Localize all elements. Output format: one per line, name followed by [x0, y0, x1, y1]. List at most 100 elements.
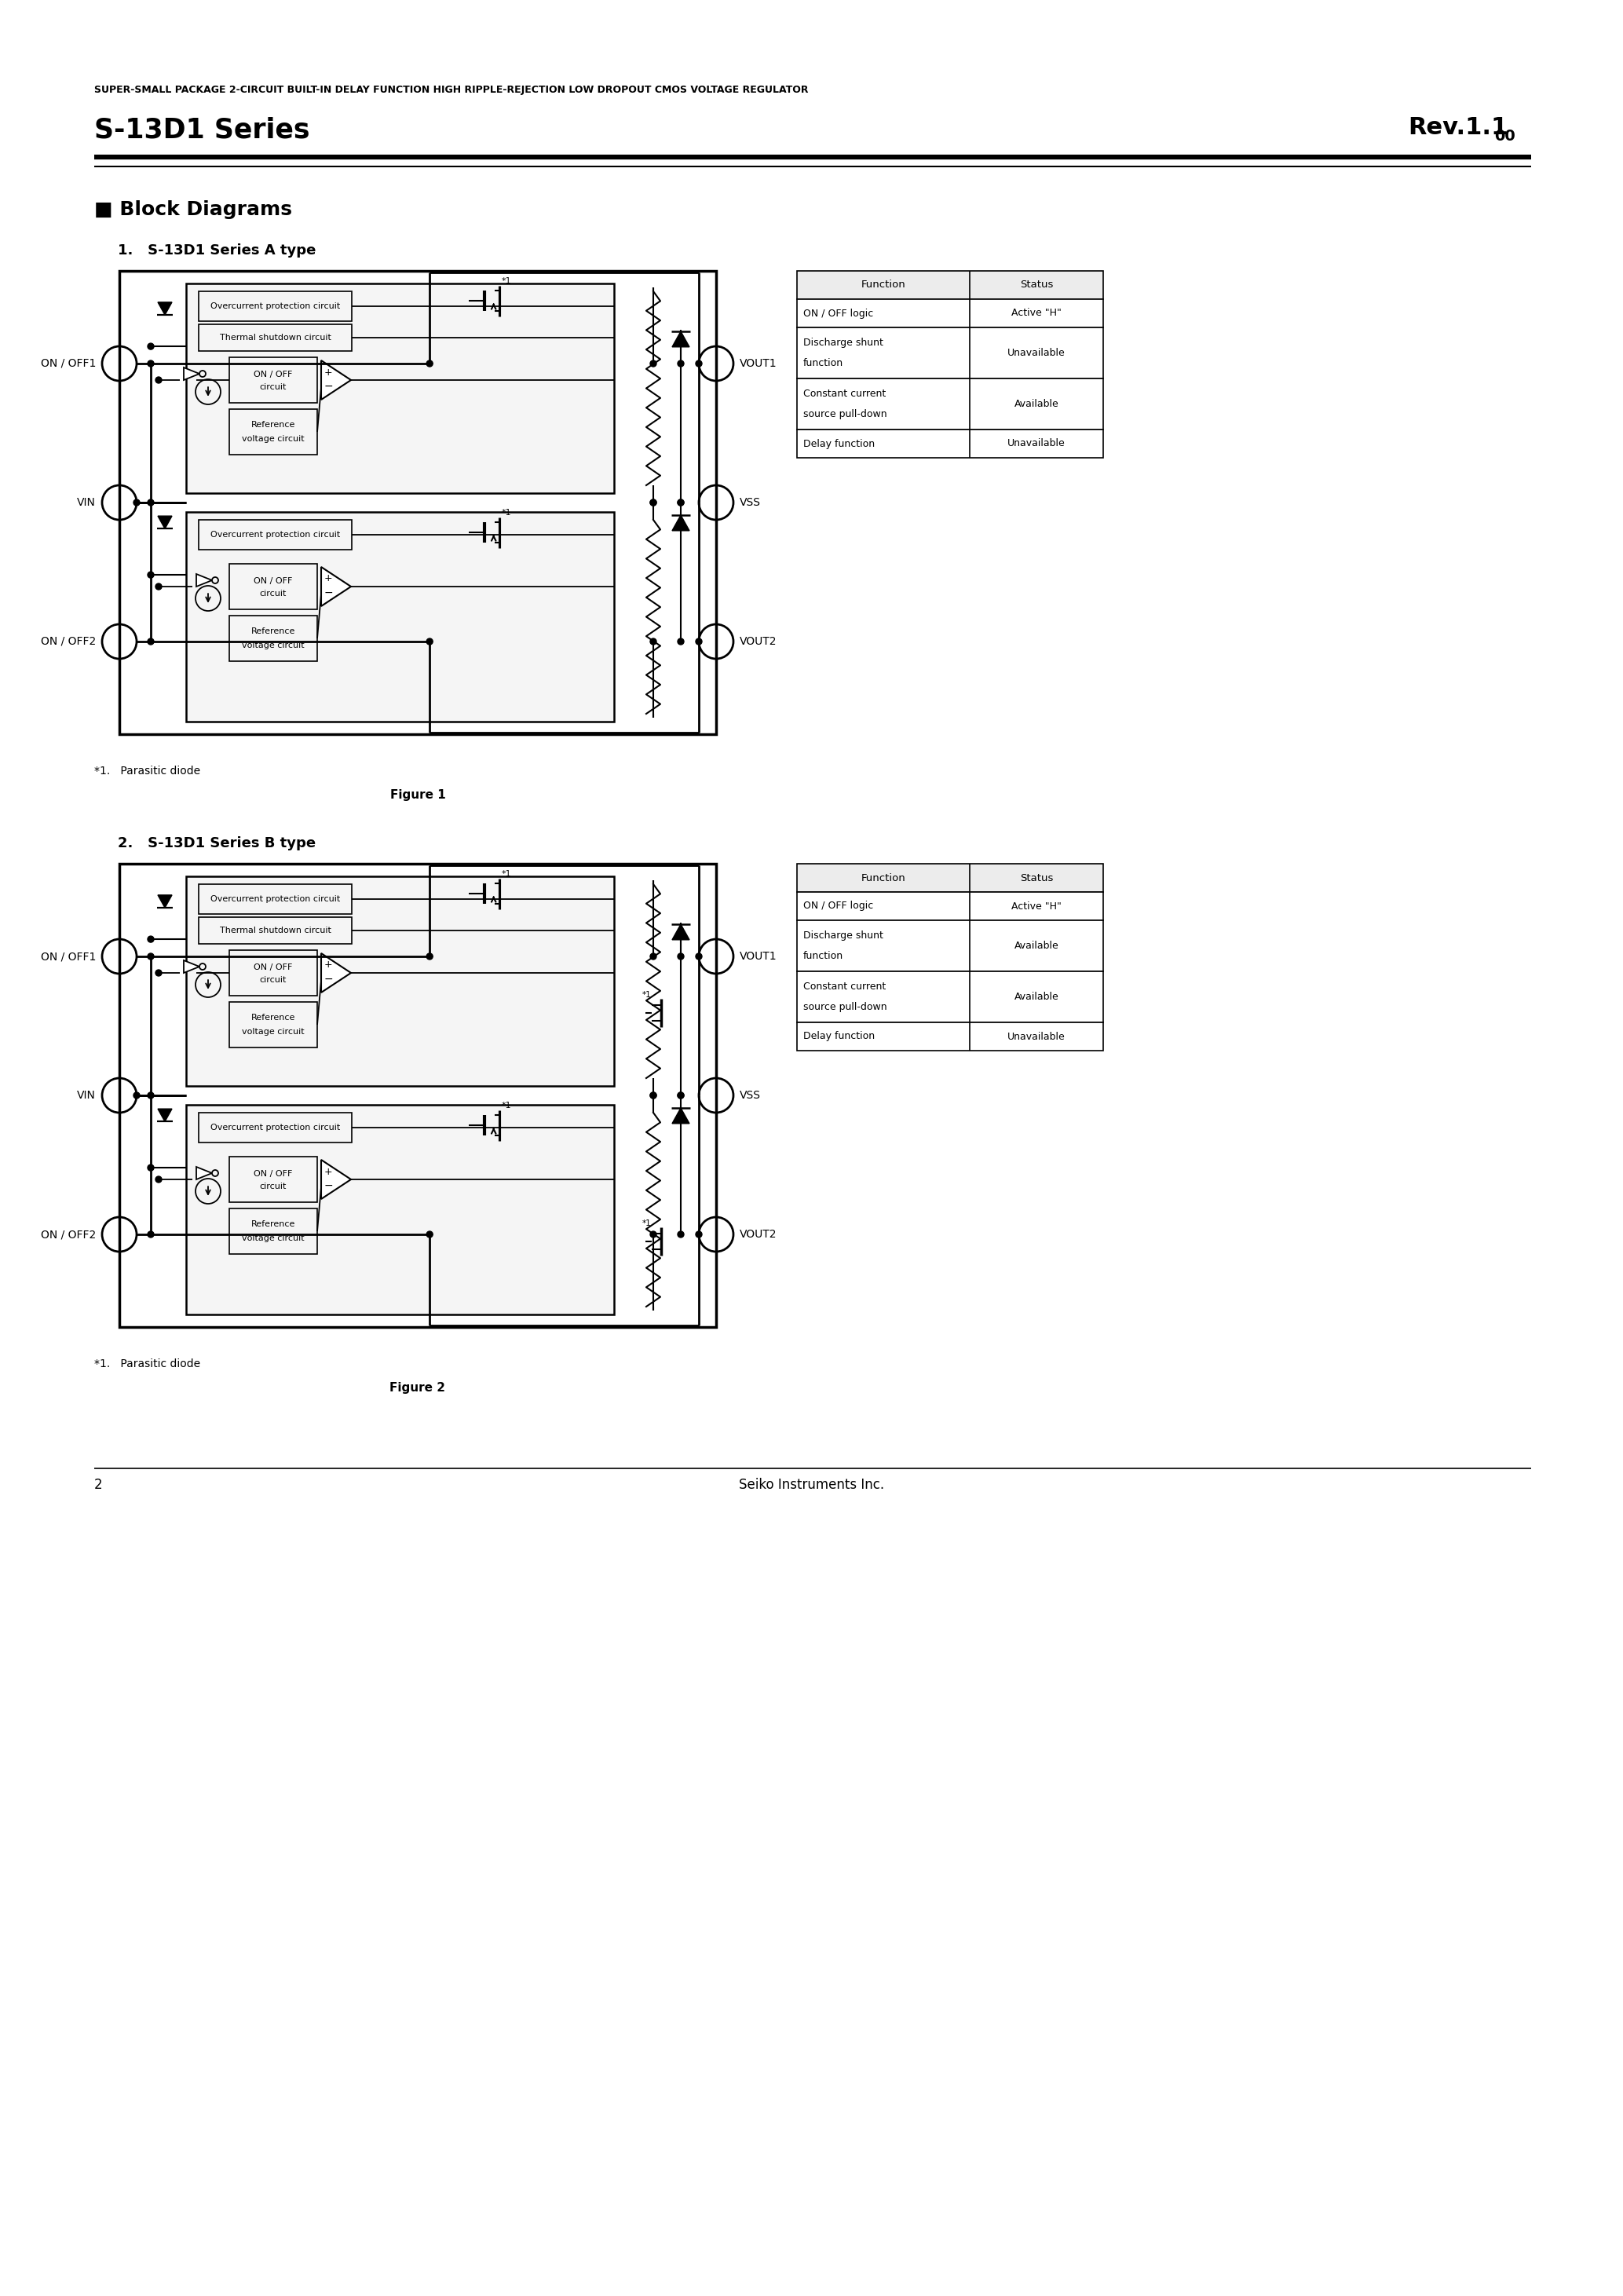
- Circle shape: [156, 1176, 162, 1182]
- Text: voltage circuit: voltage circuit: [242, 1029, 305, 1035]
- Circle shape: [678, 501, 683, 505]
- Text: Rev.1.1: Rev.1.1: [1407, 117, 1508, 140]
- Text: Active "H": Active "H": [1011, 900, 1061, 912]
- Circle shape: [133, 501, 140, 505]
- Text: Unavailable: Unavailable: [1008, 349, 1065, 358]
- Circle shape: [696, 1231, 703, 1238]
- Circle shape: [696, 638, 703, 645]
- Text: Overcurrent protection circuit: Overcurrent protection circuit: [211, 895, 341, 902]
- Text: ON / OFF1: ON / OFF1: [41, 358, 96, 370]
- Text: voltage circuit: voltage circuit: [242, 641, 305, 650]
- Polygon shape: [672, 925, 690, 939]
- Text: source pull-down: source pull-down: [803, 409, 888, 420]
- Polygon shape: [672, 331, 690, 347]
- Text: ON / OFF logic: ON / OFF logic: [803, 900, 873, 912]
- Circle shape: [148, 342, 154, 349]
- Text: Discharge shunt: Discharge shunt: [803, 930, 883, 941]
- Circle shape: [148, 937, 154, 941]
- Bar: [229, 1001, 316, 1047]
- Circle shape: [148, 501, 154, 505]
- Polygon shape: [321, 953, 351, 992]
- Text: Unavailable: Unavailable: [1008, 439, 1065, 448]
- Circle shape: [651, 501, 656, 505]
- Bar: [229, 1157, 316, 1203]
- Text: circuit: circuit: [260, 1182, 287, 1189]
- Circle shape: [678, 1093, 683, 1097]
- Circle shape: [696, 360, 703, 367]
- Bar: [797, 1022, 1104, 1052]
- Circle shape: [678, 953, 683, 960]
- Bar: [187, 877, 613, 1086]
- Text: Available: Available: [1014, 941, 1058, 951]
- Polygon shape: [321, 1159, 351, 1199]
- Text: Reference: Reference: [252, 627, 295, 636]
- Text: Reference: Reference: [252, 1015, 295, 1022]
- Text: −: −: [325, 381, 333, 390]
- Circle shape: [651, 360, 656, 367]
- Text: SUPER-SMALL PACKAGE 2-CIRCUIT BUILT-IN DELAY FUNCTION HIGH RIPPLE-REJECTION LOW : SUPER-SMALL PACKAGE 2-CIRCUIT BUILT-IN D…: [94, 85, 808, 94]
- Bar: [797, 921, 1104, 971]
- Circle shape: [133, 1093, 140, 1097]
- Circle shape: [148, 1231, 154, 1238]
- Circle shape: [678, 1093, 683, 1097]
- Text: Status: Status: [1019, 872, 1053, 884]
- Text: VIN: VIN: [76, 1091, 96, 1100]
- Text: Reference: Reference: [252, 1221, 295, 1228]
- Circle shape: [427, 953, 433, 960]
- Text: ON / OFF: ON / OFF: [253, 964, 292, 971]
- Bar: [229, 409, 316, 455]
- Circle shape: [678, 1231, 683, 1238]
- Text: *1: *1: [502, 1102, 511, 1109]
- Text: ON / OFF2: ON / OFF2: [41, 1228, 96, 1240]
- Circle shape: [156, 969, 162, 976]
- Text: function: function: [803, 951, 844, 962]
- Text: ON / OFF: ON / OFF: [253, 576, 292, 585]
- Text: 2.   S-13D1 Series B type: 2. S-13D1 Series B type: [118, 836, 316, 850]
- Circle shape: [651, 501, 656, 505]
- Text: Available: Available: [1014, 992, 1058, 1001]
- Text: Available: Available: [1014, 400, 1058, 409]
- Bar: [797, 271, 1104, 298]
- Bar: [187, 1104, 613, 1316]
- Bar: [120, 271, 716, 735]
- Text: Delay function: Delay function: [803, 439, 875, 448]
- Text: *1.   Parasitic diode: *1. Parasitic diode: [94, 765, 200, 776]
- Text: +: +: [325, 574, 333, 583]
- Circle shape: [427, 1231, 433, 1238]
- Circle shape: [678, 638, 683, 645]
- Text: ON / OFF: ON / OFF: [253, 370, 292, 379]
- Text: voltage circuit: voltage circuit: [242, 1235, 305, 1242]
- Bar: [187, 512, 613, 721]
- Text: voltage circuit: voltage circuit: [242, 434, 305, 443]
- Circle shape: [148, 572, 154, 579]
- Text: VSS: VSS: [740, 496, 761, 507]
- Bar: [229, 615, 316, 661]
- Circle shape: [148, 953, 154, 960]
- Circle shape: [678, 501, 683, 505]
- Bar: [229, 358, 316, 402]
- Text: Overcurrent protection circuit: Overcurrent protection circuit: [211, 530, 341, 540]
- Text: Function: Function: [862, 280, 906, 289]
- Text: Unavailable: Unavailable: [1008, 1031, 1065, 1042]
- Text: Delay function: Delay function: [803, 1031, 875, 1042]
- Bar: [797, 328, 1104, 379]
- Polygon shape: [196, 574, 213, 585]
- Circle shape: [651, 953, 656, 960]
- Bar: [120, 863, 716, 1327]
- Text: circuit: circuit: [260, 383, 287, 390]
- Text: Seiko Instruments Inc.: Seiko Instruments Inc.: [738, 1479, 885, 1492]
- Text: −: −: [325, 1180, 333, 1192]
- Text: Constant current: Constant current: [803, 388, 886, 400]
- Circle shape: [427, 360, 433, 367]
- Text: Active "H": Active "H": [1011, 308, 1061, 319]
- Circle shape: [148, 360, 154, 367]
- Text: Discharge shunt: Discharge shunt: [803, 338, 883, 349]
- Text: +: +: [325, 960, 333, 971]
- Text: +: +: [325, 367, 333, 377]
- Text: Thermal shutdown circuit: Thermal shutdown circuit: [219, 928, 331, 934]
- Text: S-13D1 Series: S-13D1 Series: [94, 117, 310, 142]
- Text: VIN: VIN: [76, 496, 96, 507]
- Text: −: −: [325, 974, 333, 985]
- Text: Reference: Reference: [252, 420, 295, 429]
- Text: −: −: [325, 588, 333, 597]
